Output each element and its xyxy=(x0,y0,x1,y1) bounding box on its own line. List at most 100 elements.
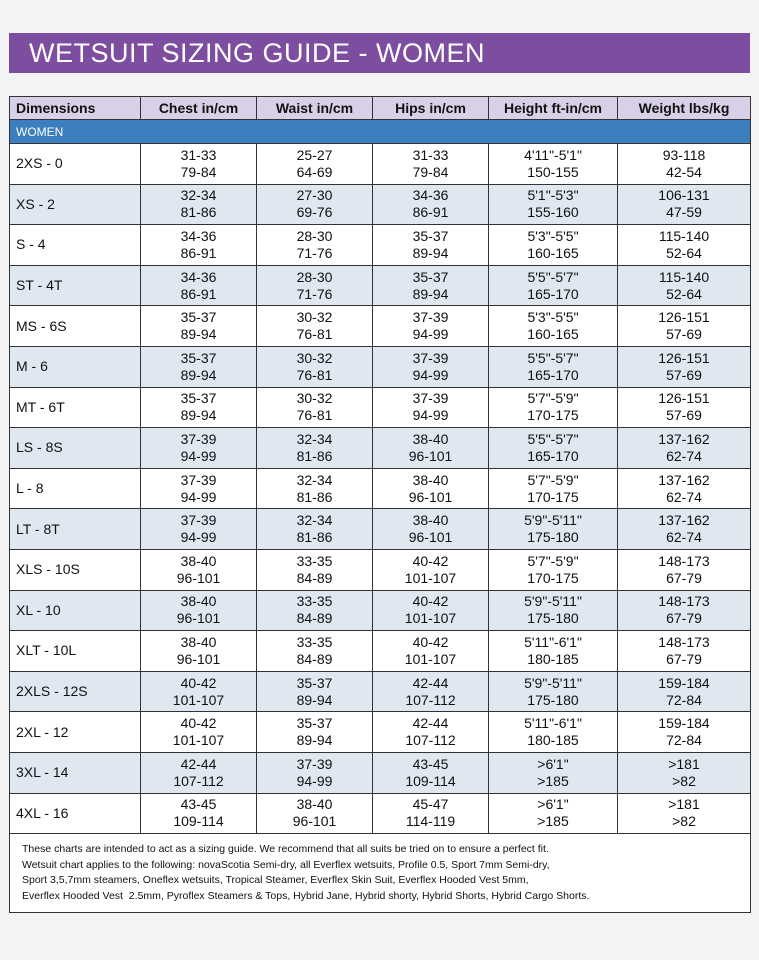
metric-value: 64-69 xyxy=(296,163,333,180)
imperial-value: 40-42 xyxy=(180,715,217,732)
imperial-value: 32-34 xyxy=(296,512,333,529)
metric-value: 47-59 xyxy=(666,204,702,221)
metric-value: 89-94 xyxy=(296,732,333,749)
measure-cell: 5'5"-5'7" 165-170 xyxy=(488,345,618,388)
metric-value: 94-99 xyxy=(412,407,449,424)
metric-value: 52-64 xyxy=(666,244,702,261)
imperial-value: 115-140 xyxy=(658,227,710,244)
size-label: MT - 6T xyxy=(9,386,141,429)
measure-cell: 5'3"-5'5" 160-165 xyxy=(488,224,618,266)
section-row: WOMEN xyxy=(9,119,751,144)
measure-cell: 31-33 79-84 xyxy=(140,143,257,185)
size-label: XL - 10 xyxy=(9,589,141,632)
metric-value: 160-165 xyxy=(527,244,579,261)
metric-value: 109-114 xyxy=(173,813,224,830)
measure-cell: 115-140 52-64 xyxy=(617,224,751,266)
imperial-value: 5'7"-5'9" xyxy=(527,552,579,569)
size-label: 2XS - 0 xyxy=(9,143,141,185)
imperial-value: 35-37 xyxy=(296,674,333,691)
size-row: 4XL - 16 43-45 109-114 38-40 96-101 45-47 114-… xyxy=(9,792,751,835)
metric-value: 101-107 xyxy=(404,569,457,586)
metric-value: 57-69 xyxy=(666,326,702,343)
column-header: Chest in/cm xyxy=(140,96,257,120)
metric-value: 89-94 xyxy=(296,691,333,708)
measure-cell: 5'7"-5'9" 170-175 xyxy=(488,467,618,510)
metric-value: 79-84 xyxy=(412,163,449,180)
imperial-value: 4'11"-5'1" xyxy=(524,146,582,163)
metric-value: 71-76 xyxy=(296,244,333,261)
metric-value: 72-84 xyxy=(666,691,702,708)
measure-cell: 37-39 94-99 xyxy=(372,305,489,347)
imperial-value: 40-42 xyxy=(412,593,449,610)
imperial-value: 5'11"-6'1" xyxy=(524,633,582,650)
measure-cell: >6'1" >185 xyxy=(488,792,618,835)
imperial-value: 45-47 xyxy=(412,796,449,813)
measure-cell: 106-131 47-59 xyxy=(617,183,751,226)
size-row: 2XS - 0 31-33 79-84 25-27 64-69 31-33 79-84 4'1… xyxy=(9,143,751,185)
header-row: Dimensions Chest in/cm Waist in/cm Hips in/… xyxy=(9,96,751,120)
metric-value: 89-94 xyxy=(180,407,217,424)
metric-value: 89-94 xyxy=(180,366,217,383)
metric-value: 165-170 xyxy=(527,366,579,383)
measure-cell: 5'5"-5'7" 165-170 xyxy=(488,427,618,469)
metric-value: 76-81 xyxy=(296,407,333,424)
table-body: WOMEN 2XS - 0 31-33 79-84 25-27 64-69 31-33 79-… xyxy=(9,119,751,914)
imperial-value: 148-173 xyxy=(658,633,710,650)
measure-cell: 37-39 94-99 xyxy=(140,427,257,469)
notes-row: These charts are intended to act as a si… xyxy=(9,833,751,914)
size-label: XLT - 10L xyxy=(9,630,141,672)
metric-value: 81-86 xyxy=(296,447,333,464)
measure-cell: 38-40 96-101 xyxy=(140,589,257,632)
imperial-value: 40-42 xyxy=(412,633,449,650)
measure-cell: 37-39 94-99 xyxy=(372,345,489,388)
imperial-value: 5'1"-5'3" xyxy=(527,187,579,204)
measure-cell: 5'7"-5'9" 170-175 xyxy=(488,386,618,429)
metric-value: 84-89 xyxy=(296,610,333,627)
metric-value: 94-99 xyxy=(180,447,217,464)
imperial-value: 27-30 xyxy=(296,187,333,204)
measure-cell: 32-34 81-86 xyxy=(256,427,373,469)
size-label: 4XL - 16 xyxy=(9,792,141,835)
imperial-value: 32-34 xyxy=(180,187,217,204)
size-label: L - 8 xyxy=(9,467,141,510)
measure-cell: 30-32 76-81 xyxy=(256,345,373,388)
imperial-value: 38-40 xyxy=(412,471,449,488)
measure-cell: 93-118 42-54 xyxy=(617,143,751,185)
measure-cell: 35-37 89-94 xyxy=(140,305,257,347)
metric-value: >185 xyxy=(537,813,569,830)
imperial-value: 93-118 xyxy=(662,146,706,163)
metric-value: 165-170 xyxy=(527,285,579,302)
imperial-value: 37-39 xyxy=(180,430,217,447)
size-row: LT - 8T 37-39 94-99 32-34 81-86 38-40 96-101 5'… xyxy=(9,508,751,550)
measure-cell: 137-162 62-74 xyxy=(617,427,751,469)
imperial-value: 28-30 xyxy=(296,268,333,285)
imperial-value: 126-151 xyxy=(658,390,710,407)
imperial-value: 38-40 xyxy=(180,633,217,650)
imperial-value: 148-173 xyxy=(658,552,710,569)
size-row: S - 4 34-36 86-91 28-30 71-76 35-37 89-94 5'3"-… xyxy=(9,224,751,266)
imperial-value: 35-37 xyxy=(412,227,449,244)
metric-value: 79-84 xyxy=(180,163,217,180)
measure-cell: 38-40 96-101 xyxy=(372,508,489,550)
measure-cell: 38-40 96-101 xyxy=(372,467,489,510)
metric-value: 62-74 xyxy=(666,447,702,464)
measure-cell: 32-34 81-86 xyxy=(140,183,257,226)
imperial-value: 33-35 xyxy=(296,552,333,569)
metric-value: 81-86 xyxy=(296,529,333,546)
measure-cell: 5'11"-6'1" 180-185 xyxy=(488,711,618,753)
imperial-value: 5'11"-6'1" xyxy=(524,715,582,732)
measure-cell: 37-39 94-99 xyxy=(256,751,373,794)
imperial-value: 5'5"-5'7" xyxy=(527,430,579,447)
measure-cell: 27-30 69-76 xyxy=(256,183,373,226)
metric-value: 170-175 xyxy=(527,569,579,586)
metric-value: 42-54 xyxy=(666,163,702,180)
measure-cell: 35-37 89-94 xyxy=(256,670,373,713)
size-label: S - 4 xyxy=(9,224,141,266)
measure-cell: 5'3"-5'5" 160-165 xyxy=(488,305,618,347)
measure-cell: 5'9"-5'11" 175-180 xyxy=(488,670,618,713)
metric-value: >185 xyxy=(537,772,569,789)
imperial-value: 126-151 xyxy=(658,309,710,326)
imperial-value: 42-44 xyxy=(412,715,449,732)
size-row: XS - 2 32-34 81-86 27-30 69-76 34-36 86-91 5'1"… xyxy=(9,183,751,226)
